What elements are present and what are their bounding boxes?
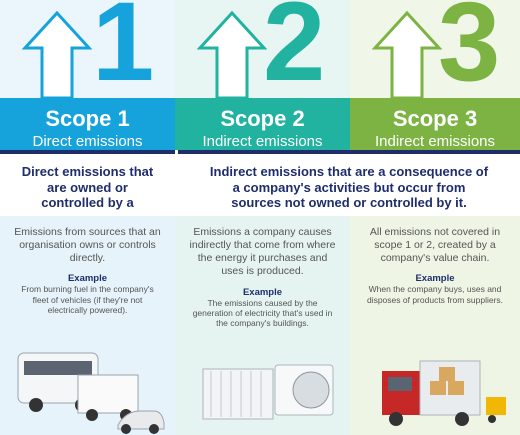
headline: Direct emissions that are owned or contr… [0,150,175,216]
description: All emissions not covered in scope 1 or … [364,226,506,265]
example-label: Example [189,287,336,298]
arrow-icon [22,10,92,100]
description: Emissions a company causes indirectly th… [189,226,336,279]
example-text: The emissions caused by the generation o… [189,298,336,329]
description: Emissions from sources that an organisat… [14,226,161,265]
example-label: Example [14,273,161,284]
scope-title: Scope 3 [350,106,520,132]
scope-number: 2 [263,0,325,98]
scope-subtitle: Indirect emissions [350,133,520,150]
appliances-illustration [175,335,350,435]
arrow-icon [372,10,442,100]
example-text: From burning fuel in the company's fleet… [14,284,161,315]
vehicles-illustration [0,335,175,435]
scope-top: 1 [0,0,175,98]
scope-subtitle: Indirect emissions [175,133,350,150]
scope-title: Scope 2 [175,106,350,132]
scope-number: 1 [92,0,154,98]
scope-detail: Emissions from sources that an organisat… [0,216,175,435]
scope-number: 3 [438,0,500,98]
scope-top: 2 [175,0,350,98]
infographic: 1 2 3 Scope 1 Direct emissions Scope 2 I… [0,0,520,435]
scope-detail: All emissions not covered in scope 1 or … [350,216,520,435]
scope-band: Scope 1 Direct emissions [0,98,175,150]
scope-subtitle: Direct emissions [0,133,175,150]
delivery-illustration [350,335,520,435]
scope-band: Scope 2 Indirect emissions [175,98,350,150]
scope-title: Scope 1 [0,106,175,132]
example-label: Example [364,273,506,284]
scope-top: 3 [350,0,520,98]
example-text: When the company buys, uses and disposes… [364,284,506,304]
headline: Indirect emissions that are a consequenc… [178,150,520,216]
scope-band: Scope 3 Indirect emissions [350,98,520,150]
scope-detail: Emissions a company causes indirectly th… [175,216,350,435]
arrow-icon [197,10,267,100]
